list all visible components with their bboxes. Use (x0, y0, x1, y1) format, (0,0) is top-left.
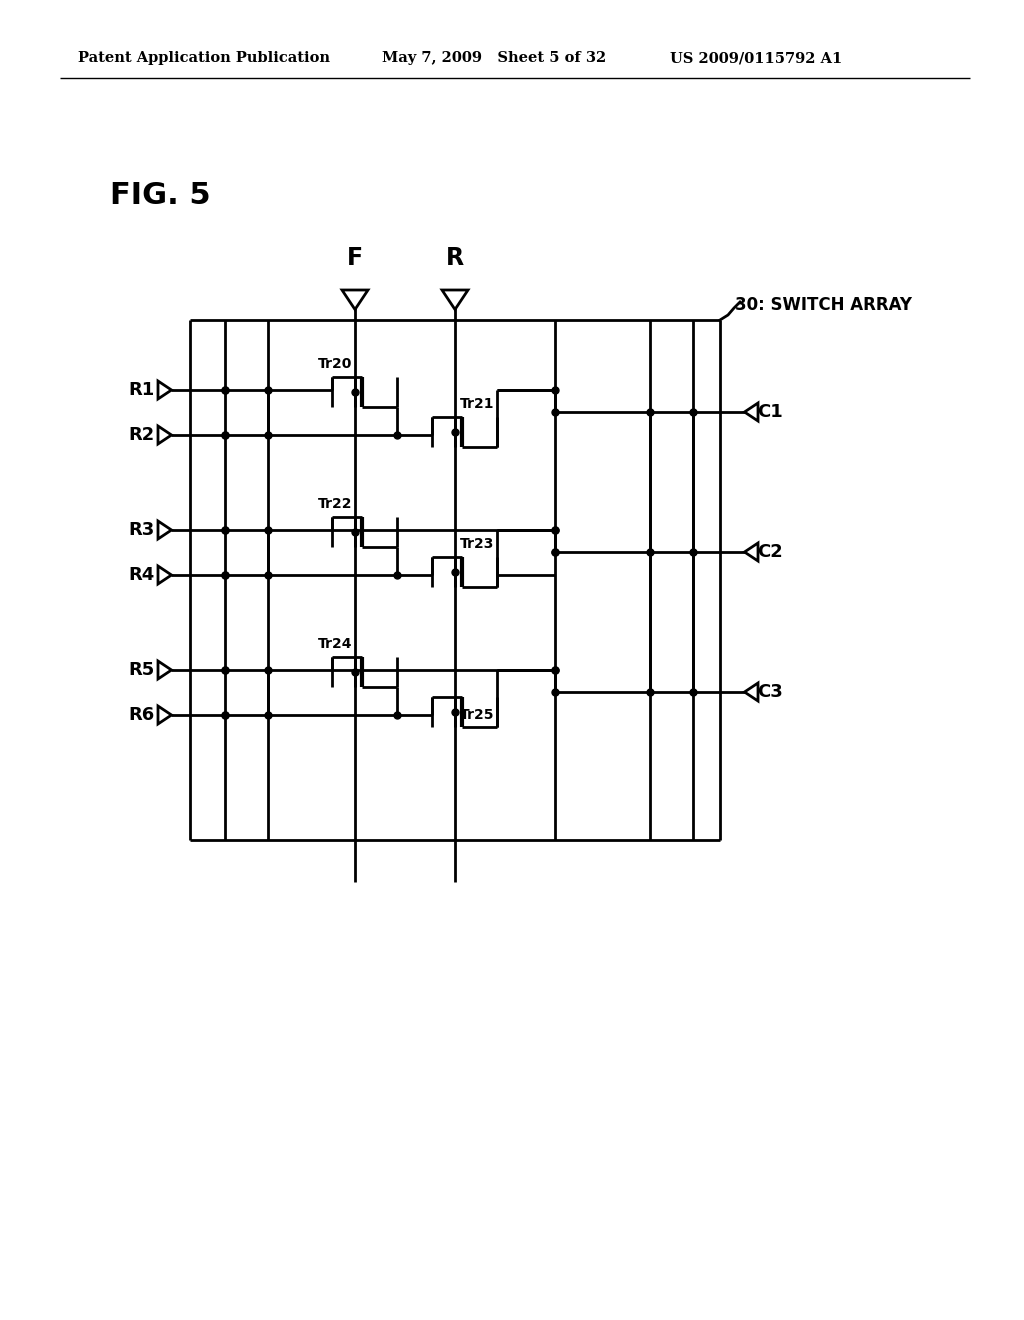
Text: C2: C2 (757, 543, 783, 561)
Text: May 7, 2009   Sheet 5 of 32: May 7, 2009 Sheet 5 of 32 (382, 51, 606, 65)
Text: Tr20: Tr20 (317, 356, 352, 371)
Text: R4: R4 (128, 566, 155, 583)
Text: R3: R3 (128, 521, 155, 539)
Text: R6: R6 (128, 706, 155, 723)
Text: R2: R2 (128, 426, 155, 444)
Polygon shape (744, 682, 758, 701)
Text: R: R (445, 246, 464, 271)
Text: Patent Application Publication: Patent Application Publication (78, 51, 330, 65)
Text: FIG. 5: FIG. 5 (110, 181, 211, 210)
Polygon shape (744, 543, 758, 561)
Text: US 2009/0115792 A1: US 2009/0115792 A1 (670, 51, 843, 65)
Polygon shape (158, 381, 171, 399)
Text: Tr23: Tr23 (460, 537, 495, 550)
Text: Tr24: Tr24 (317, 638, 352, 651)
Text: C1: C1 (757, 403, 783, 421)
Text: Tr21: Tr21 (460, 397, 495, 411)
Polygon shape (342, 290, 368, 309)
Polygon shape (158, 661, 171, 678)
Polygon shape (158, 566, 171, 583)
Polygon shape (442, 290, 468, 309)
Polygon shape (158, 426, 171, 444)
Text: Tr22: Tr22 (317, 498, 352, 511)
Text: 30: SWITCH ARRAY: 30: SWITCH ARRAY (735, 296, 912, 314)
Text: Tr25: Tr25 (460, 708, 495, 722)
Text: R1: R1 (128, 381, 155, 399)
Text: C3: C3 (757, 682, 783, 701)
Polygon shape (158, 706, 171, 723)
Polygon shape (158, 521, 171, 539)
Text: R5: R5 (128, 661, 155, 678)
Text: F: F (347, 246, 364, 271)
Polygon shape (744, 403, 758, 421)
